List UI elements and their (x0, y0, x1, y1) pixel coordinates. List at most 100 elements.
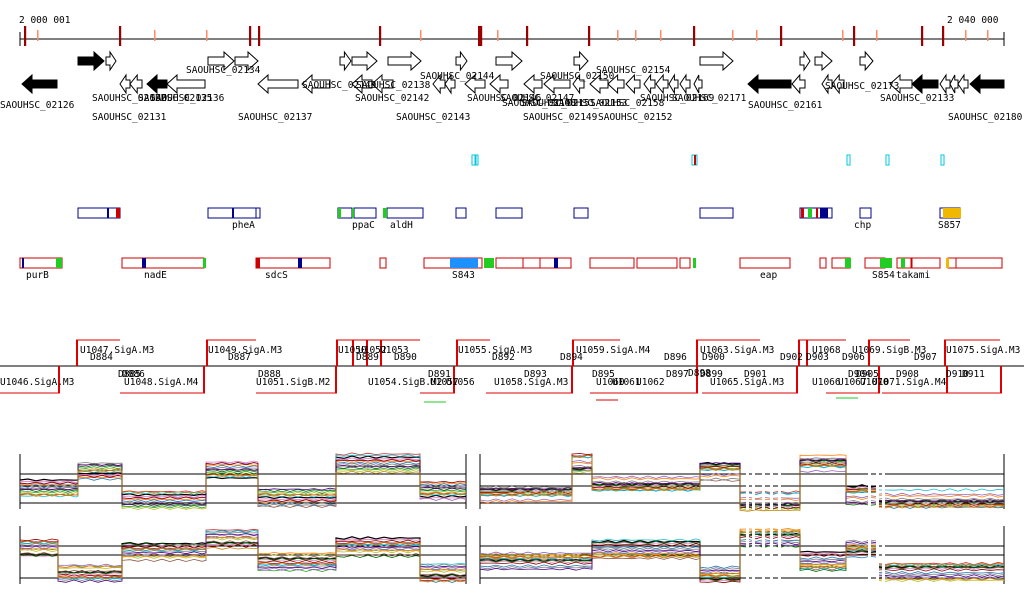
lower-transcript-label: U1067 (838, 377, 867, 388)
gap-bottom-1 (752, 528, 755, 584)
feature-label-a: aldH (390, 220, 413, 231)
upper-transcript-label: U1053 (380, 345, 409, 356)
lower-transcript-label: U1071.SigA.M4 (872, 377, 947, 388)
gene-arrow-bottom-26 (821, 73, 833, 95)
ruler-mark-25 (942, 26, 945, 46)
feature-box-b-16 (947, 257, 957, 269)
feature-mark-b-9 (693, 258, 696, 268)
gene-label: SAOUHSC_02142 (355, 93, 429, 104)
gene-arrow-top-1 (105, 50, 117, 72)
gene-arrow-top-6 (387, 50, 422, 72)
gene-arrow-bottom-25 (791, 73, 806, 95)
upper-segment-tick-6 (696, 340, 698, 366)
gene-arrow-bottom-2 (129, 73, 143, 95)
feature-box-a-6 (455, 207, 467, 219)
feature-box-b-17 (955, 257, 1003, 269)
gene-arrow-bottom-4 (166, 73, 206, 95)
ruler-mark-26 (965, 30, 967, 41)
cyan-feature-4 (885, 154, 890, 166)
expression-line-0-11 (19, 464, 467, 507)
lower-transcript-label: U1054.SigB.M2 (368, 377, 442, 388)
lower-segment-tick-2 (335, 366, 337, 393)
feature-mark-a-7 (808, 208, 812, 218)
expression-profile-track (19, 452, 1005, 584)
lower-transcript-label: D895 (592, 369, 615, 380)
gene-label: SAOUHSC_02138 (356, 80, 431, 91)
upper-segment-tick-8 (868, 340, 870, 366)
gap-top-2 (762, 452, 765, 510)
feature-mark-a-1 (107, 208, 109, 218)
feature-box-b-9 (679, 257, 691, 269)
gene-arrow-bottom-8 (371, 73, 394, 95)
ruler-mark-23 (876, 30, 878, 41)
lower-transcript-label: D910 (946, 369, 969, 380)
gene-arrow-bottom-14 (543, 73, 571, 95)
gene-label: SAOUHSC_02133 (880, 93, 954, 104)
expression-line-0-13 (19, 463, 467, 506)
lower-segment-tick-7 (878, 366, 880, 393)
upper-segment-tick-2 (336, 340, 338, 366)
lower-transcript-label: D897 (666, 369, 689, 380)
gene-label: SAOUHSC_02126 (0, 100, 75, 111)
feature-box-a-5 (386, 207, 424, 219)
ruler-mark-0 (24, 26, 27, 46)
expression-line-3-10 (479, 527, 1005, 581)
feature-box-b-11 (819, 257, 827, 269)
gene-arrow-bottom-0 (21, 73, 58, 95)
gene-label: SAOUHSC_02173 (825, 81, 899, 92)
ruler-mark-3 (154, 30, 156, 41)
gene-arrow-bottom-1 (119, 73, 131, 95)
gap-bottom-4 (778, 528, 781, 584)
upper-transcript-label: D890 (394, 352, 417, 363)
lower-transcript-label: D899 (700, 369, 723, 380)
lower-transcript-label: U1057 (430, 377, 459, 388)
feature-mark-a-6 (801, 208, 804, 218)
lower-transcript-label: D886 (122, 369, 145, 380)
feature-mark-a-2 (232, 208, 234, 218)
gap-top-3 (770, 452, 773, 510)
lower-segment-tick-1 (203, 366, 205, 393)
feature-label-b: purB (26, 270, 49, 281)
upper-transcript-label: D887 (228, 352, 251, 363)
feature-mark-b-13 (946, 258, 949, 268)
ruler-mark-13 (588, 26, 591, 46)
upper-transcript-label: U1052 (358, 345, 387, 356)
expression-line-0-10 (19, 459, 467, 504)
gene-label: SAOUHSC_02151 (521, 98, 596, 109)
gene-label: SAOUHSC_02153 (553, 98, 627, 109)
ruler-mark-17 (693, 26, 696, 46)
feature-mark-a-5 (383, 208, 387, 218)
feature-box-a-0 (77, 207, 121, 219)
upper-transcript-label: U1049.SigA.M3 (208, 345, 282, 356)
gene-arrow-top-13 (859, 50, 874, 72)
ruler-mark-5 (249, 26, 252, 46)
gene-label: SAOUHSC_02131 (92, 112, 167, 123)
expression-line-1-0 (479, 459, 1005, 507)
ruler-mark-14 (617, 30, 619, 41)
ruler-mark-6 (258, 26, 261, 46)
gene-label: SAOUHSC_02150 (540, 71, 615, 82)
feature-mark-b-0 (22, 258, 24, 268)
gene-arrow-bottom-19 (643, 73, 656, 95)
gene-label: SAOUHSC_02136 (150, 93, 225, 104)
gene-label: SAOUHSC_02135 (138, 93, 212, 104)
upper-transcript-label: D884 (90, 352, 113, 363)
expression-line-2-4 (19, 534, 467, 571)
gap-top-1 (752, 452, 755, 510)
lower-transcript-label: D905 (856, 369, 879, 380)
expression-line-0-2 (19, 465, 467, 509)
gene-arrow-top-3 (234, 50, 259, 72)
feature-mark-b-4 (256, 258, 260, 268)
gene-label: SAOUHSC_02169 (640, 93, 715, 104)
feature-mark-a-0 (116, 208, 120, 218)
gene-arrow-top-11 (799, 50, 811, 72)
gap-bottom-7 (882, 528, 885, 584)
gene-arrow-bottom-6 (301, 73, 331, 95)
feature-mark-b-3 (203, 258, 206, 268)
gene-arrow-bottom-31 (949, 74, 959, 94)
expression-line-0-4 (19, 458, 467, 503)
gene-annotation-track (21, 50, 1005, 95)
feature-label-b: sdcS (265, 270, 288, 281)
feature-mark-b-5 (298, 258, 302, 268)
